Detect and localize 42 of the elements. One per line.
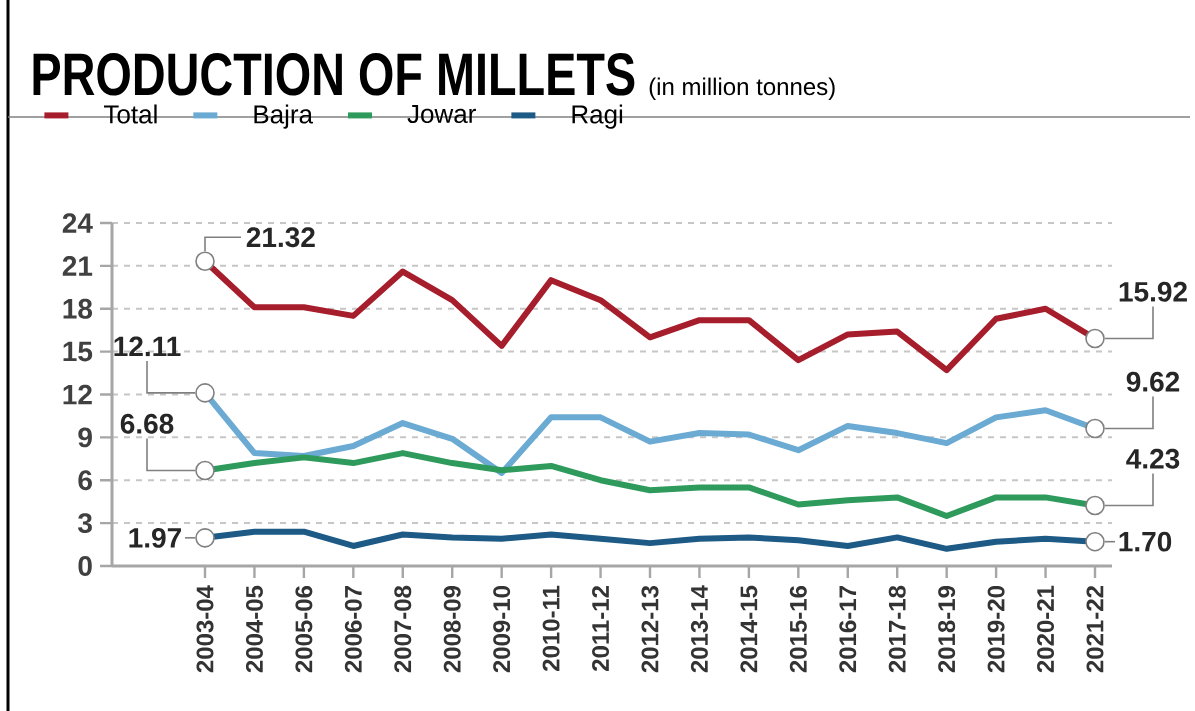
y-tick-label: 0 bbox=[78, 556, 92, 576]
y-tick-label: 6 bbox=[78, 470, 92, 491]
x-tick-label: 2014-15 bbox=[740, 585, 758, 673]
y-tick-label: 12 bbox=[63, 384, 92, 405]
x-tick-label: 2005-06 bbox=[295, 585, 313, 673]
x-tick-label: 2011-12 bbox=[592, 586, 610, 671]
annotation: 4.23 bbox=[1126, 448, 1180, 469]
x-tick-label: 2010-11 bbox=[542, 585, 560, 671]
y-tick-label: 21 bbox=[62, 256, 93, 276]
annotation: 1.70 bbox=[1119, 531, 1172, 552]
x-tick-label: 2017-18 bbox=[888, 585, 906, 673]
legend-label: Ragi bbox=[572, 104, 623, 129]
annotation: 6.68 bbox=[120, 413, 174, 434]
y-tick-label: 15 bbox=[63, 341, 93, 362]
annotation: 15.92 bbox=[1119, 281, 1187, 302]
x-tick-label: 2013-14 bbox=[690, 585, 708, 673]
y-tick-label: 18 bbox=[63, 298, 93, 319]
y-tick-label: 3 bbox=[77, 513, 92, 534]
x-tick-label: 2019-20 bbox=[987, 586, 1005, 673]
chart-title: PRODUCTION OF MILLETS bbox=[33, 53, 635, 96]
x-tick-label: 2009-10 bbox=[493, 586, 511, 673]
x-tick-label: 2008-09 bbox=[443, 585, 461, 673]
x-tick-label: 2004-05 bbox=[245, 585, 263, 673]
x-tick-label: 2015-16 bbox=[789, 585, 807, 673]
annotation: 9.62 bbox=[1126, 371, 1180, 392]
x-tick-label: 2012-13 bbox=[641, 585, 659, 673]
legend-label: Bajra bbox=[254, 104, 314, 129]
legend-label: Jowar bbox=[407, 104, 476, 124]
chart-subtitle: (in million tonnes) bbox=[649, 77, 835, 100]
x-tick-label: 2020-21 bbox=[1037, 585, 1055, 673]
x-tick-label: 2003-04 bbox=[196, 585, 214, 673]
annotation: 1.97 bbox=[129, 527, 181, 548]
x-tick-label: 2021-22 bbox=[1086, 586, 1104, 673]
y-tick-label: 24 bbox=[62, 213, 93, 233]
x-tick-label: 2018-19 bbox=[938, 585, 956, 673]
x-tick-label: 2016-17 bbox=[839, 586, 857, 673]
annotation: 21.32 bbox=[246, 227, 315, 248]
x-tick-label: 2006-07 bbox=[344, 586, 362, 673]
y-tick-label: 9 bbox=[78, 427, 92, 448]
x-tick-label: 2007-08 bbox=[394, 585, 412, 673]
legend-label: Total bbox=[104, 104, 157, 124]
annotation: 12.11 bbox=[114, 336, 181, 357]
